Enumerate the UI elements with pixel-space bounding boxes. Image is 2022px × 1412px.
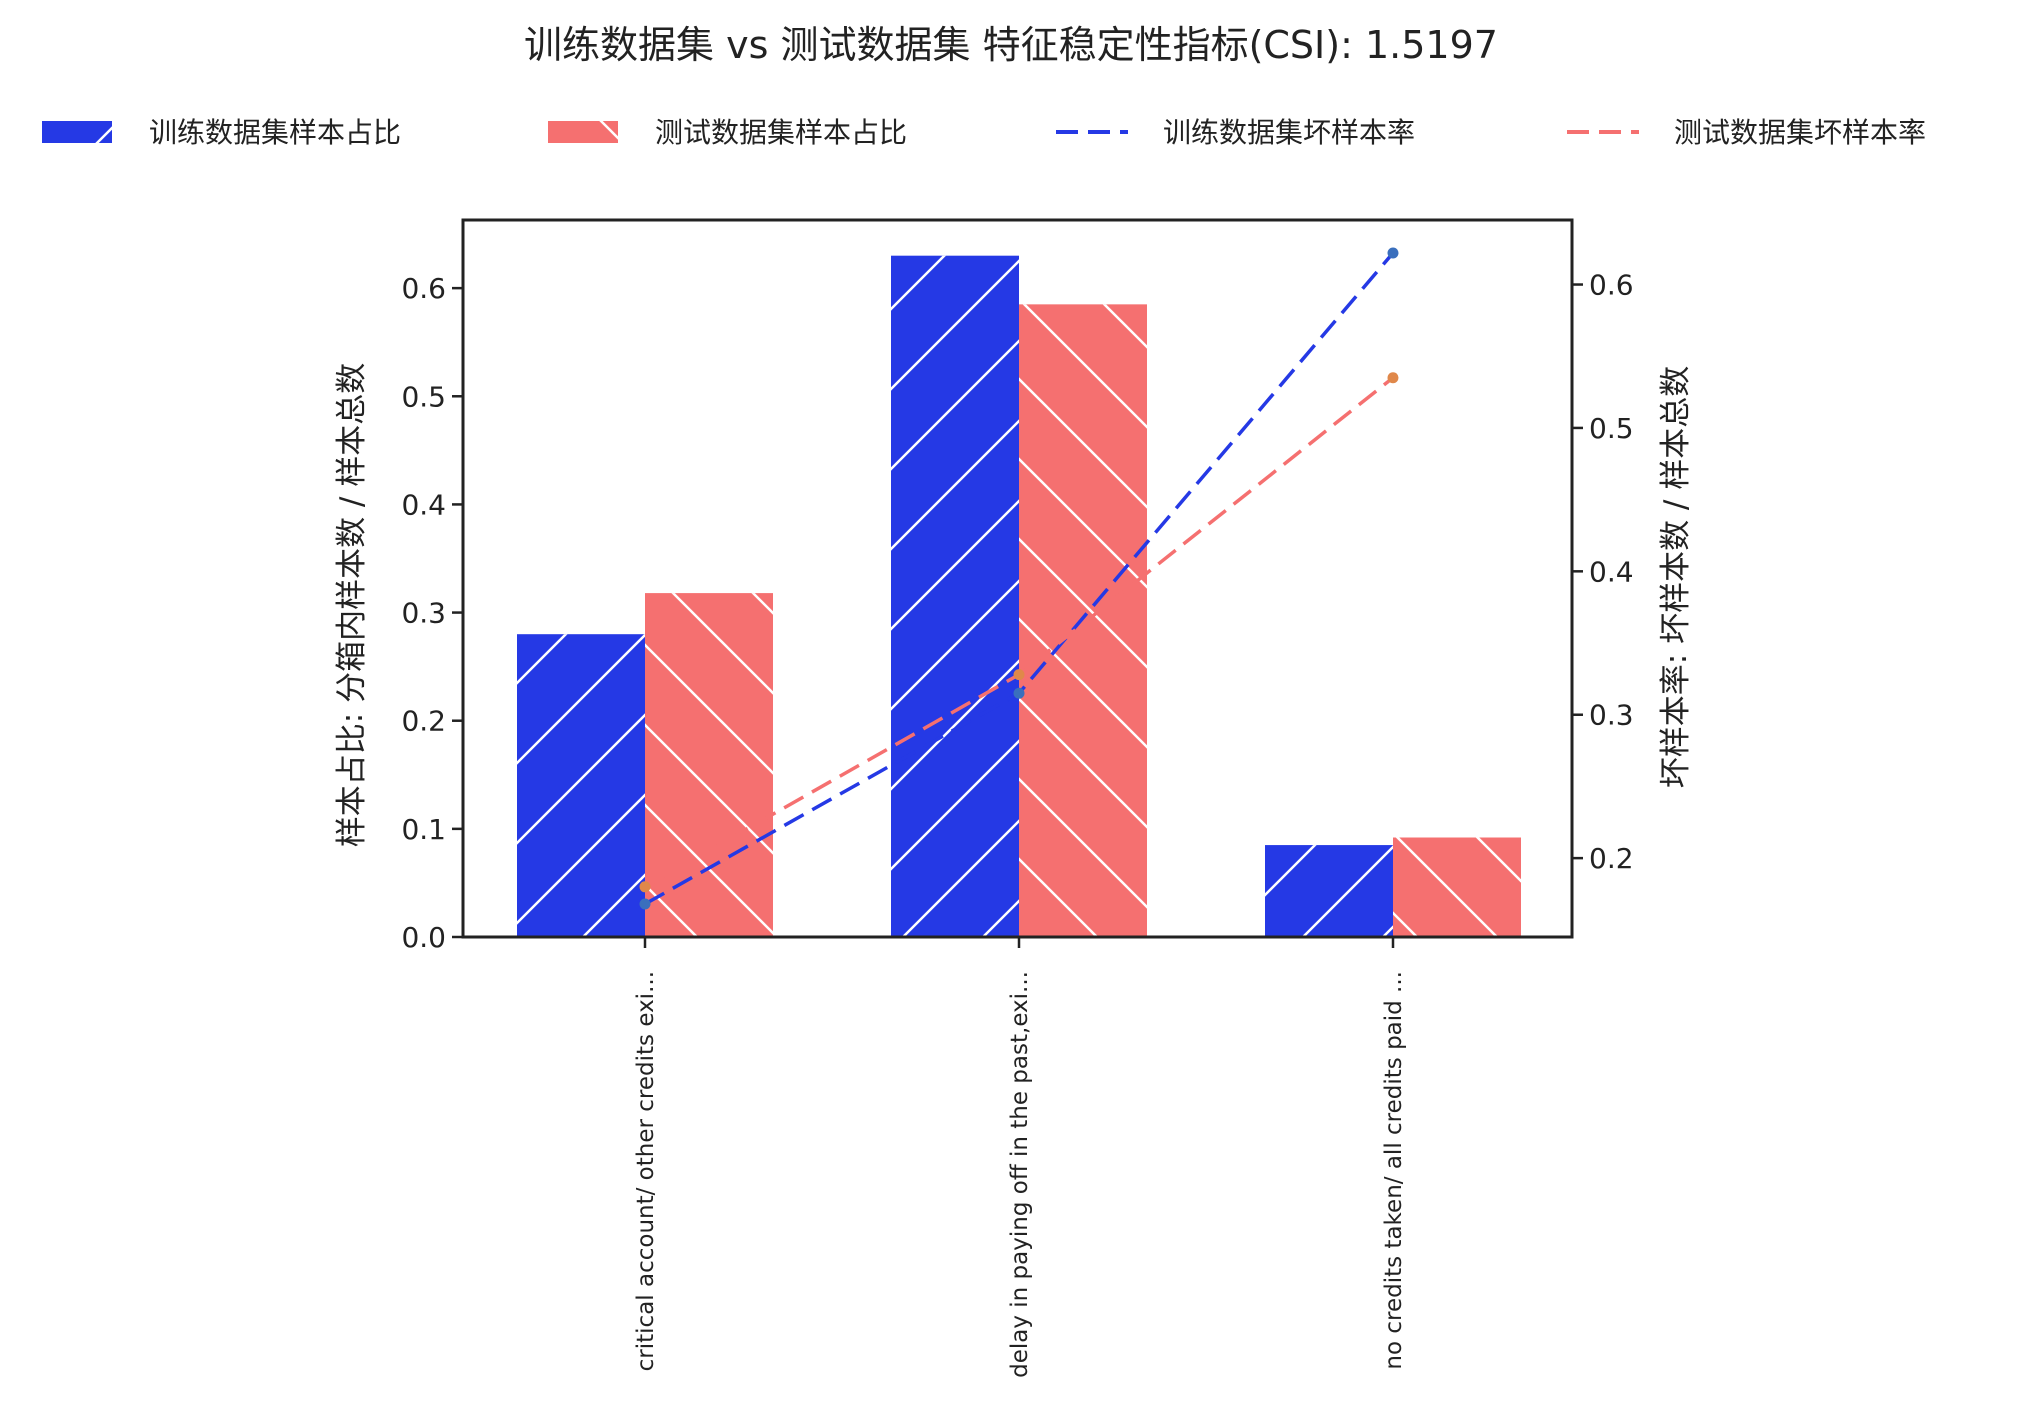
x-tick-label: critical account/ other credits exi...	[633, 971, 659, 1371]
bar-hatch	[645, 593, 773, 937]
y-axis-label-right: 坏样本率: 坏样本数 / 样本总数	[1658, 366, 1694, 788]
y-tick-label-left: 0.2	[401, 705, 446, 738]
legend-item: 训练数据集坏样本率	[1056, 116, 1415, 149]
y-tick-label-right: 0.6	[1589, 269, 1634, 302]
y-tick-label-right: 0.4	[1589, 555, 1634, 588]
y-tick-label-left: 0.6	[401, 272, 446, 305]
legend-swatch-hatch	[42, 121, 112, 143]
data-point	[1013, 687, 1025, 699]
bar	[1019, 304, 1147, 938]
y-tick-label-right: 0.2	[1589, 842, 1634, 875]
y-tick-label-left: 0.3	[401, 597, 446, 630]
bars-group	[517, 255, 1521, 938]
y-axis-label-left: 样本占比: 分箱内样本数 / 样本总数	[334, 363, 370, 847]
bar	[1393, 837, 1521, 937]
bar-hatch	[891, 255, 1019, 937]
x-tick-label: delay in paying off in the past,exi...	[1007, 971, 1033, 1378]
data-point	[639, 881, 651, 893]
legend-label: 测试数据集样本占比	[655, 116, 907, 149]
chart-title: 训练数据集 vs 测试数据集 特征稳定性指标(CSI): 1.5197	[524, 23, 1498, 67]
legend: 训练数据集样本占比 测试数据集样本占比 训练数据集坏样本率 测试数据集坏样本率	[42, 116, 1926, 149]
bar	[1265, 845, 1393, 937]
bar	[891, 255, 1019, 937]
bar	[645, 593, 773, 937]
legend-item: 测试数据集样本占比	[548, 116, 907, 149]
plot-frame	[461, 218, 1574, 939]
data-point	[1013, 669, 1025, 681]
data-point	[1387, 247, 1399, 259]
y-tick-label-left: 0.4	[401, 488, 446, 521]
axes-group: 0.0 0.1 0.2 0.3 0.4 0.5 0.6 0.2 0.3 0.4 0.5 0.6 crit…	[401, 218, 1634, 1378]
y-tick-label-left: 0.1	[401, 813, 446, 846]
legend-item: 测试数据集坏样本率	[1567, 116, 1926, 149]
y-tick-label-right: 0.3	[1589, 699, 1634, 732]
legend-label: 训练数据集样本占比	[149, 116, 401, 149]
legend-label: 训练数据集坏样本率	[1163, 116, 1415, 149]
legend-item: 训练数据集样本占比	[42, 116, 401, 149]
bar-hatch	[1393, 837, 1521, 937]
data-point	[1387, 372, 1399, 384]
bar-hatch	[1019, 304, 1147, 938]
x-tick-label: no credits taken/ all credits paid ...	[1381, 971, 1407, 1370]
y-tick-label-right: 0.5	[1589, 412, 1634, 445]
data-point	[639, 898, 651, 910]
bar-hatch	[517, 634, 645, 937]
bar	[517, 634, 645, 937]
y-tick-label-left: 0.5	[401, 380, 446, 413]
legend-label: 测试数据集坏样本率	[1674, 116, 1926, 149]
legend-swatch-hatch	[548, 121, 618, 143]
bar-hatch	[1265, 845, 1393, 937]
y-tick-label-left: 0.0	[401, 921, 446, 954]
lines-group	[639, 247, 1399, 910]
